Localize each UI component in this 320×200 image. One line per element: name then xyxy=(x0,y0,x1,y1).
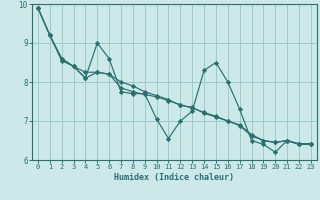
X-axis label: Humidex (Indice chaleur): Humidex (Indice chaleur) xyxy=(115,173,234,182)
